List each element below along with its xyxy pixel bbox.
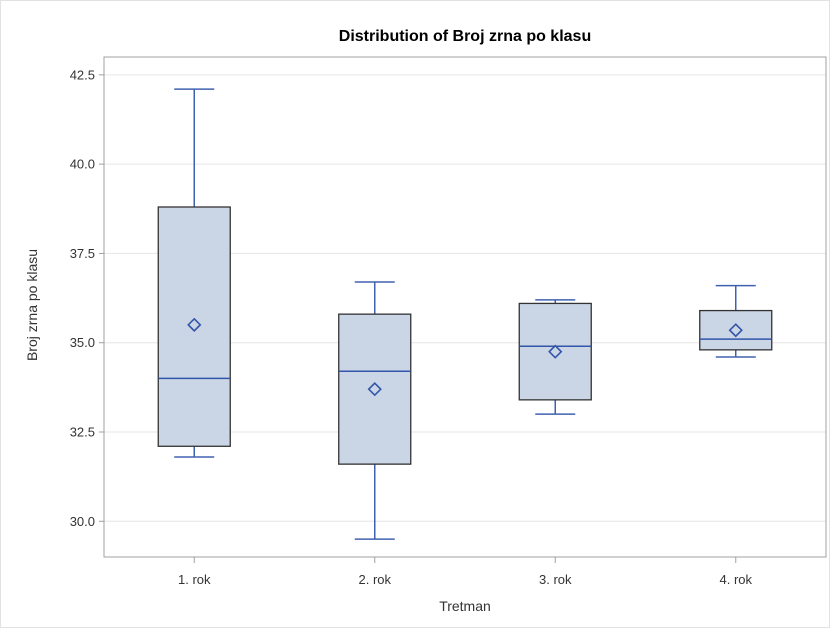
y-tick-label: 40.0 [70, 157, 95, 172]
iqr-box [699, 309, 773, 351]
iqr-box [518, 302, 592, 401]
box-group [518, 299, 592, 415]
box-group [338, 281, 412, 540]
plot-frame [103, 56, 827, 558]
y-axis-label: Broj zrna po klasu [24, 249, 40, 361]
plot-area: 30.0 32.5 35.0 37.5 40.0 42.5 1. rok 2. rok 3. r… [70, 56, 827, 587]
mean-marker [548, 344, 563, 359]
x-axis-label: Tretman [439, 598, 491, 614]
x-tick-label: 4. rok [719, 572, 752, 587]
mean-marker [187, 317, 202, 332]
y-tick-label: 42.5 [70, 67, 95, 82]
x-tick-label: 3. rok [539, 572, 572, 587]
y-tick-label: 32.5 [70, 425, 95, 440]
x-tick-label: 2. rok [358, 572, 391, 587]
chart-title: Distribution of Broj zrna po klasu [339, 28, 591, 45]
iqr-box [338, 313, 412, 465]
x-tick-label: 1. rok [178, 572, 211, 587]
mean-marker [728, 323, 743, 338]
y-tick-label: 37.5 [70, 246, 95, 261]
y-tick-label: 35.0 [70, 335, 95, 350]
mean-marker [367, 382, 382, 397]
iqr-box [157, 206, 231, 447]
box-group [699, 284, 773, 358]
box-group [157, 88, 231, 458]
y-tick-label: 30.0 [70, 514, 95, 529]
